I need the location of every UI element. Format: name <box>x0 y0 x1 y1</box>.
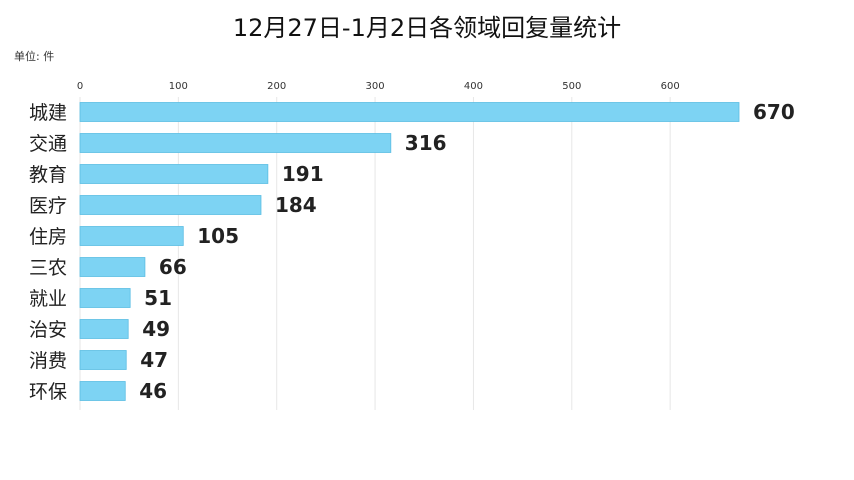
x-tick-label: 400 <box>464 81 483 92</box>
bar-消费 <box>79 350 127 370</box>
value-label: 46 <box>139 379 167 403</box>
x-tick-label: 500 <box>562 81 581 92</box>
category-label: 环保 <box>29 381 67 403</box>
value-label: 49 <box>142 317 170 341</box>
bar-教育 <box>79 164 269 184</box>
category-label: 教育 <box>29 164 67 186</box>
x-tick-label: 600 <box>661 81 680 92</box>
category-label: 住房 <box>29 226 67 248</box>
chart-title: 12月27日-1月2日各领域回复量统计 <box>232 14 622 42</box>
category-label: 治安 <box>29 319 67 341</box>
value-label: 184 <box>275 193 317 217</box>
bar-城建 <box>79 102 740 122</box>
x-tick-label: 300 <box>366 81 385 92</box>
value-label: 316 <box>405 131 447 155</box>
value-label: 670 <box>753 100 795 124</box>
x-tick-label: 200 <box>267 81 286 92</box>
bar-就业 <box>79 288 131 308</box>
bar-医疗 <box>79 195 262 215</box>
category-label: 城建 <box>29 102 67 124</box>
category-label: 就业 <box>29 288 67 310</box>
value-label: 51 <box>144 286 172 310</box>
value-label: 105 <box>197 224 239 248</box>
category-label: 消费 <box>29 350 67 372</box>
unit-label: 单位: 件 <box>14 50 55 63</box>
value-label: 191 <box>282 162 324 186</box>
category-label: 交通 <box>29 133 67 155</box>
x-tick-label: 100 <box>169 81 188 92</box>
bar-三农 <box>79 257 146 277</box>
category-label: 三农 <box>29 257 67 279</box>
bar-环保 <box>79 381 126 401</box>
category-label: 医疗 <box>29 195 67 217</box>
value-label: 66 <box>159 255 187 279</box>
bar-交通 <box>79 133 392 153</box>
bar-治安 <box>79 319 129 339</box>
value-label: 47 <box>140 348 168 372</box>
x-tick-label: 0 <box>77 81 83 92</box>
bar-住房 <box>79 226 184 246</box>
